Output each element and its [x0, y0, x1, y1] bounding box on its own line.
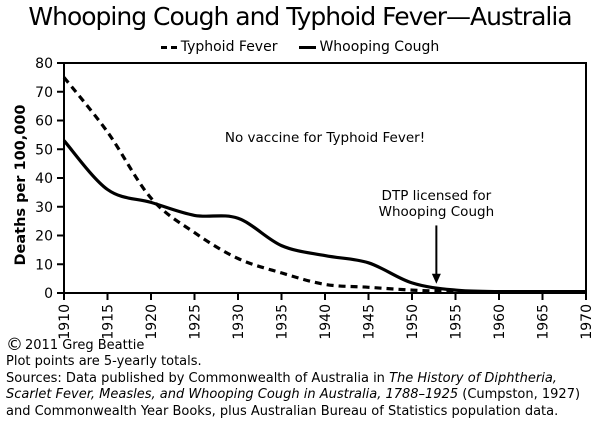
footer-source-line: Sources: Data published by Commonwealth … — [6, 370, 557, 386]
x-axis-tick-label: 1940 — [318, 304, 334, 340]
y-axis-tick-label: 40 — [35, 171, 53, 187]
chart-title: Whooping Cough and Typhoid Fever—Austral… — [28, 2, 572, 31]
y-axis-tick-label: 10 — [35, 257, 53, 273]
x-axis-tick-label: 1925 — [188, 304, 204, 340]
y-axis-tick-label: 70 — [35, 85, 53, 101]
x-axis-tick-label: 1945 — [362, 304, 378, 340]
x-axis-tick-label: 1930 — [231, 304, 247, 340]
dashed-line-sample-icon — [160, 45, 178, 49]
x-axis-tick-label: 1965 — [536, 304, 552, 340]
x-axis-tick-label: 1915 — [101, 304, 117, 340]
footer-source-line: and Commonwealth Year Books, plus Austra… — [6, 403, 559, 419]
copyright-icon: © — [6, 335, 23, 355]
solid-line-sample-icon — [299, 45, 317, 49]
legend-item-whooping-cough: Whooping Cough — [299, 39, 439, 55]
footer: © 2011 Greg Beattie Plot points are 5-yea… — [6, 337, 596, 420]
sources-text: Sources: Data published by Commonwealth … — [6, 371, 596, 420]
copyright-text: 2011 Greg Beattie — [25, 338, 145, 353]
legend-label-typhoid-fever: Typhoid Fever — [180, 39, 278, 55]
legend-label-whooping-cough: Whooping Cough — [319, 39, 440, 55]
x-axis-tick-label: 1955 — [449, 304, 465, 340]
x-axis-tick-label: 1935 — [275, 304, 291, 340]
typhoid-fever-line — [62, 76, 586, 294]
y-axis-tick-label: 60 — [35, 114, 53, 130]
x-axis-tick-label: 1950 — [405, 304, 421, 340]
plot-points-note: Plot points are 5-yearly totals. — [6, 354, 202, 370]
copyright-line: © 2011 Greg Beattie — [6, 337, 596, 354]
plot-border — [63, 62, 587, 294]
annotation-no-vaccine: No vaccine for Typhoid Fever! — [224, 129, 426, 146]
y-axis-tick-label: 80 — [35, 56, 53, 72]
dtp-arrow-head-icon — [431, 273, 441, 284]
y-axis-tick-label: 20 — [35, 229, 53, 245]
annotation-dtp: DTP licensed for Whooping Cough — [378, 188, 495, 221]
y-axis-tick-label: 0 — [44, 286, 53, 302]
x-axis-tick-label: 1970 — [579, 304, 595, 340]
y-axis-tick-label: 50 — [35, 142, 53, 158]
x-axis-tick-label: 1920 — [144, 304, 160, 340]
x-axis-tick-label: 1910 — [57, 304, 73, 340]
legend-item-typhoid-fever: Typhoid Fever — [160, 39, 278, 55]
y-axis-tick-label: 30 — [35, 200, 53, 216]
x-axis-tick-label: 1960 — [492, 304, 508, 340]
whooping-cough-line — [62, 139, 586, 294]
footer-source-line: Scarlet Fever, Measles, and Whooping Cou… — [6, 387, 581, 403]
chart-legend: Typhoid Fever Whooping Cough — [0, 39, 600, 55]
